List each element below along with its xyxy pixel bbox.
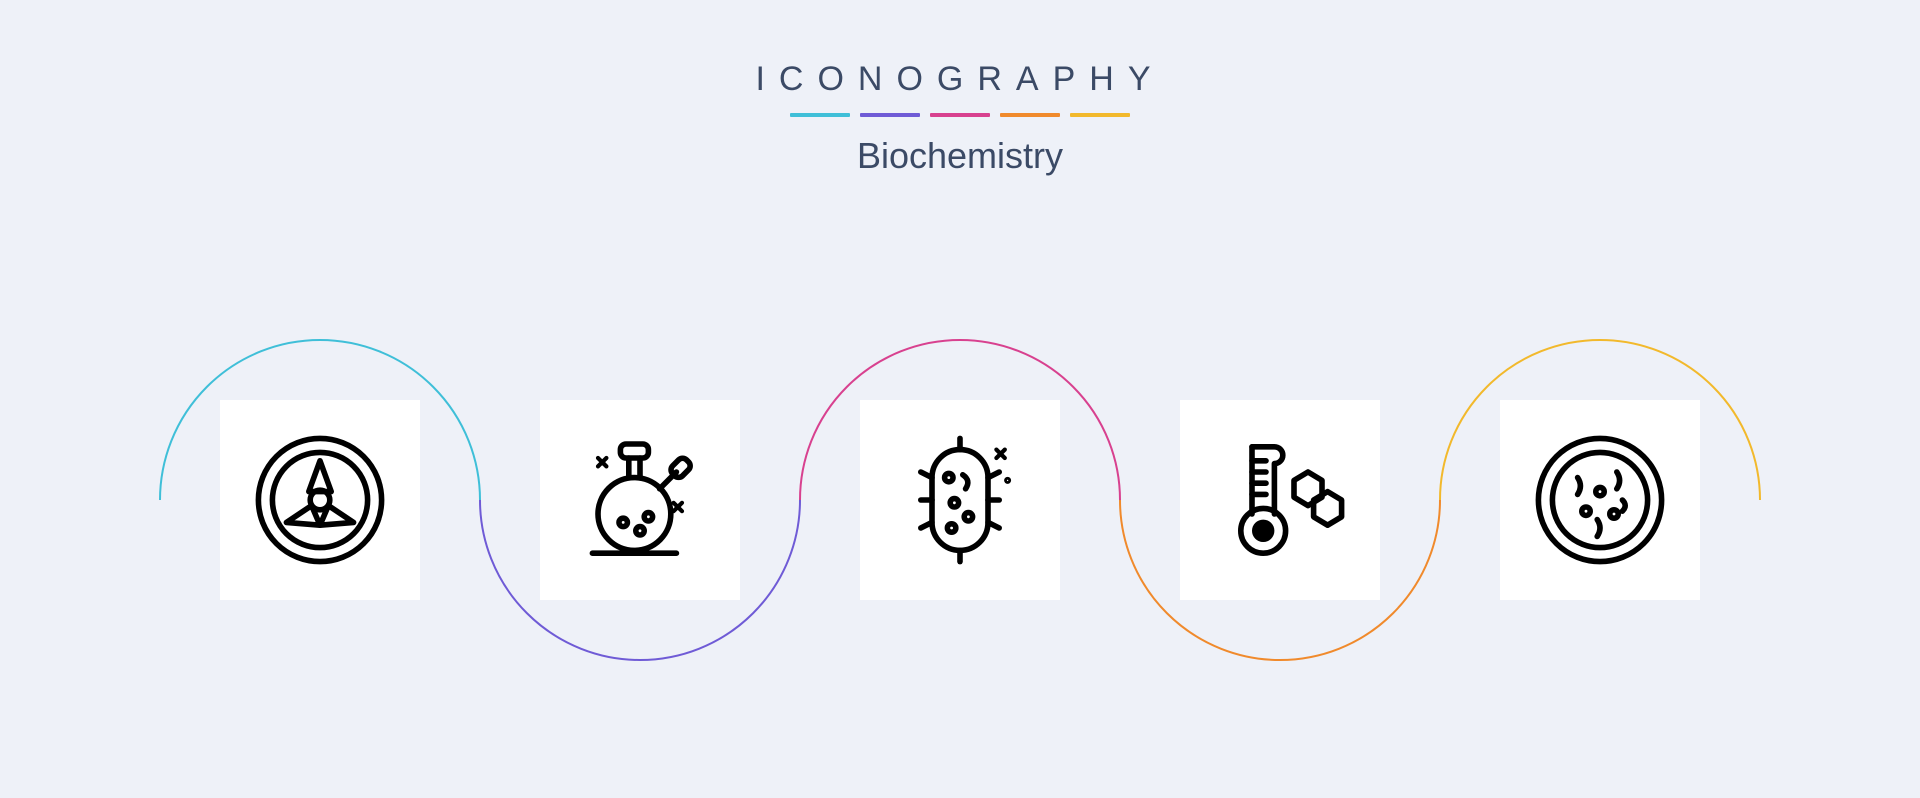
- underline-segment: [1000, 113, 1060, 117]
- underline-row: [0, 113, 1920, 117]
- underline-segment: [1070, 113, 1130, 117]
- card-thermometer: [1180, 400, 1380, 600]
- stage: ICONOGRAPHY Biochemistry: [0, 0, 1920, 798]
- card-radiation: [220, 400, 420, 600]
- underline-segment: [790, 113, 850, 117]
- petri-dish-icon: [1530, 430, 1670, 570]
- card-flask: [540, 400, 740, 600]
- header-title: ICONOGRAPHY: [0, 60, 1920, 99]
- cards-row: [0, 400, 1920, 600]
- bacteria-icon: [890, 430, 1030, 570]
- card-petri: [1500, 400, 1700, 600]
- card-bacteria: [860, 400, 1060, 600]
- header: ICONOGRAPHY Biochemistry: [0, 60, 1920, 177]
- flask-icon: [570, 430, 710, 570]
- thermometer-icon: [1210, 430, 1350, 570]
- header-subtitle: Biochemistry: [0, 135, 1920, 177]
- radiation-icon: [250, 430, 390, 570]
- underline-segment: [860, 113, 920, 117]
- underline-segment: [930, 113, 990, 117]
